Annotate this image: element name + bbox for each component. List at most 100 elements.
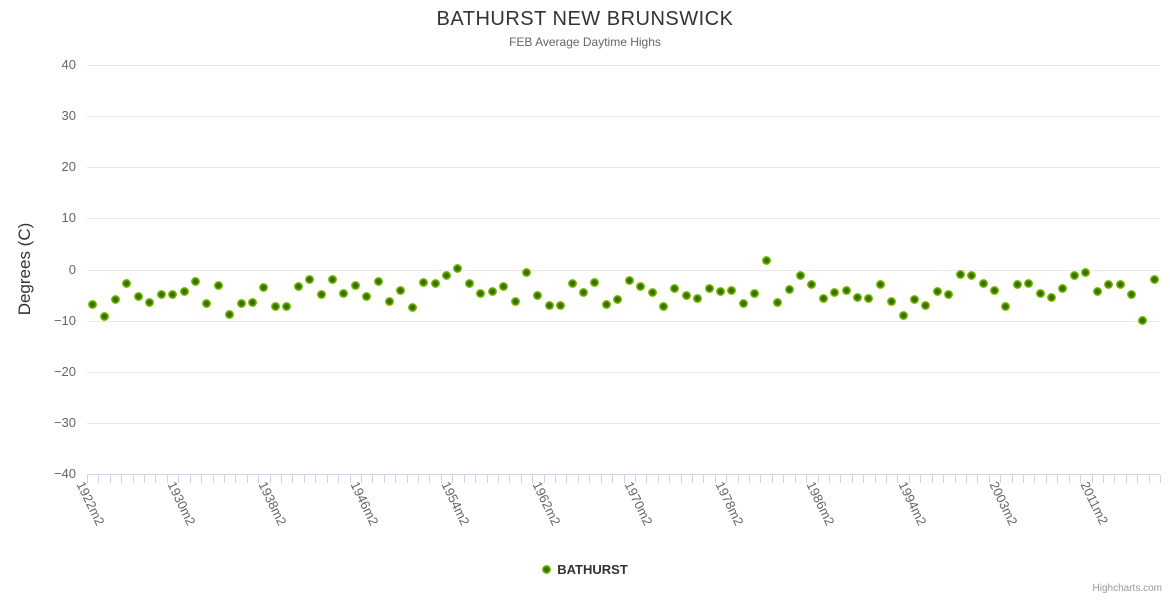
data-point[interactable] xyxy=(989,285,999,295)
data-point[interactable] xyxy=(384,296,394,306)
data-point[interactable] xyxy=(624,275,634,285)
data-point[interactable] xyxy=(339,288,349,298)
data-point[interactable] xyxy=(111,294,121,304)
data-point[interactable] xyxy=(1115,280,1125,290)
highcharts-credit-link[interactable]: Highcharts.com xyxy=(1092,583,1162,594)
data-point[interactable] xyxy=(1058,283,1068,293)
data-point[interactable] xyxy=(1126,289,1136,299)
data-point[interactable] xyxy=(407,303,417,313)
data-point[interactable] xyxy=(396,285,406,295)
data-point[interactable] xyxy=(316,289,326,299)
data-point[interactable] xyxy=(944,289,954,299)
data-point[interactable] xyxy=(750,288,760,298)
data-point[interactable] xyxy=(658,301,668,311)
data-point[interactable] xyxy=(670,283,680,293)
data-point[interactable] xyxy=(442,271,452,281)
data-point[interactable] xyxy=(887,296,897,306)
data-point[interactable] xyxy=(305,274,315,284)
data-point[interactable] xyxy=(693,294,703,304)
data-point[interactable] xyxy=(1138,316,1148,326)
legend-item-bathurst[interactable]: BATHURST xyxy=(0,562,1170,577)
x-axis-tick xyxy=(144,475,146,483)
data-point[interactable] xyxy=(156,289,166,299)
data-point[interactable] xyxy=(202,298,212,308)
data-point[interactable] xyxy=(932,287,942,297)
data-point[interactable] xyxy=(1035,288,1045,298)
data-point[interactable] xyxy=(567,279,577,289)
data-point[interactable] xyxy=(419,277,429,287)
data-point[interactable] xyxy=(704,284,714,294)
data-point[interactable] xyxy=(647,288,657,297)
data-point[interactable] xyxy=(830,288,840,297)
data-point[interactable] xyxy=(133,292,143,302)
data-point[interactable] xyxy=(1104,280,1114,290)
data-point[interactable] xyxy=(727,285,737,295)
data-point[interactable] xyxy=(818,293,828,303)
data-point[interactable] xyxy=(921,301,931,311)
data-point[interactable] xyxy=(293,281,303,291)
data-point[interactable] xyxy=(88,300,98,310)
data-point[interactable] xyxy=(521,267,531,277)
data-point[interactable] xyxy=(1092,286,1102,296)
data-point[interactable] xyxy=(784,285,794,295)
data-point[interactable] xyxy=(327,275,337,285)
data-point[interactable] xyxy=(225,309,235,319)
x-axis-tick xyxy=(612,475,614,483)
data-point[interactable] xyxy=(122,279,132,289)
data-point[interactable] xyxy=(681,290,691,300)
data-point[interactable] xyxy=(841,285,851,295)
data-point[interactable] xyxy=(476,288,486,298)
data-point[interactable] xyxy=(168,289,178,299)
data-point[interactable] xyxy=(453,263,463,273)
data-point[interactable] xyxy=(579,288,589,297)
data-point[interactable] xyxy=(1081,268,1091,278)
data-point[interactable] xyxy=(145,297,155,307)
data-point[interactable] xyxy=(282,301,292,311)
data-point[interactable] xyxy=(875,280,885,290)
data-point[interactable] xyxy=(1001,301,1011,311)
data-point[interactable] xyxy=(636,281,646,291)
data-point[interactable] xyxy=(601,299,611,309)
data-point[interactable] xyxy=(430,279,440,289)
data-point[interactable] xyxy=(533,290,543,300)
data-point[interactable] xyxy=(613,295,623,305)
data-point[interactable] xyxy=(362,292,372,302)
data-point[interactable] xyxy=(864,293,874,303)
data-point[interactable] xyxy=(590,278,600,288)
data-point[interactable] xyxy=(464,278,474,288)
data-point[interactable] xyxy=(350,280,360,290)
data-point[interactable] xyxy=(248,297,258,307)
data-point[interactable] xyxy=(190,277,200,287)
data-point[interactable] xyxy=(259,283,269,293)
data-point[interactable] xyxy=(898,311,908,320)
data-point[interactable] xyxy=(99,311,109,321)
data-point[interactable] xyxy=(236,298,246,308)
data-point[interactable] xyxy=(738,299,748,309)
data-point[interactable] xyxy=(213,280,223,290)
data-point[interactable] xyxy=(761,256,771,266)
data-point[interactable] xyxy=(1024,278,1034,288)
data-point[interactable] xyxy=(510,296,520,306)
data-point[interactable] xyxy=(1012,280,1022,290)
data-point[interactable] xyxy=(1149,275,1159,285)
data-point[interactable] xyxy=(556,300,566,310)
data-point[interactable] xyxy=(179,286,189,296)
x-axis-tick xyxy=(189,475,191,483)
data-point[interactable] xyxy=(544,300,554,310)
data-point[interactable] xyxy=(373,277,383,287)
data-point[interactable] xyxy=(807,280,817,290)
legend-label[interactable]: BATHURST xyxy=(557,562,628,577)
data-point[interactable] xyxy=(795,270,805,280)
data-point[interactable] xyxy=(1069,271,1079,281)
data-point[interactable] xyxy=(1047,292,1057,302)
data-point[interactable] xyxy=(773,297,783,307)
data-point[interactable] xyxy=(499,281,509,291)
data-point[interactable] xyxy=(978,278,988,288)
data-point[interactable] xyxy=(487,286,497,296)
data-point[interactable] xyxy=(853,293,862,303)
data-point[interactable] xyxy=(910,295,920,305)
data-point[interactable] xyxy=(716,286,726,296)
data-point[interactable] xyxy=(955,269,965,279)
data-point[interactable] xyxy=(270,301,280,311)
data-point[interactable] xyxy=(967,270,977,280)
